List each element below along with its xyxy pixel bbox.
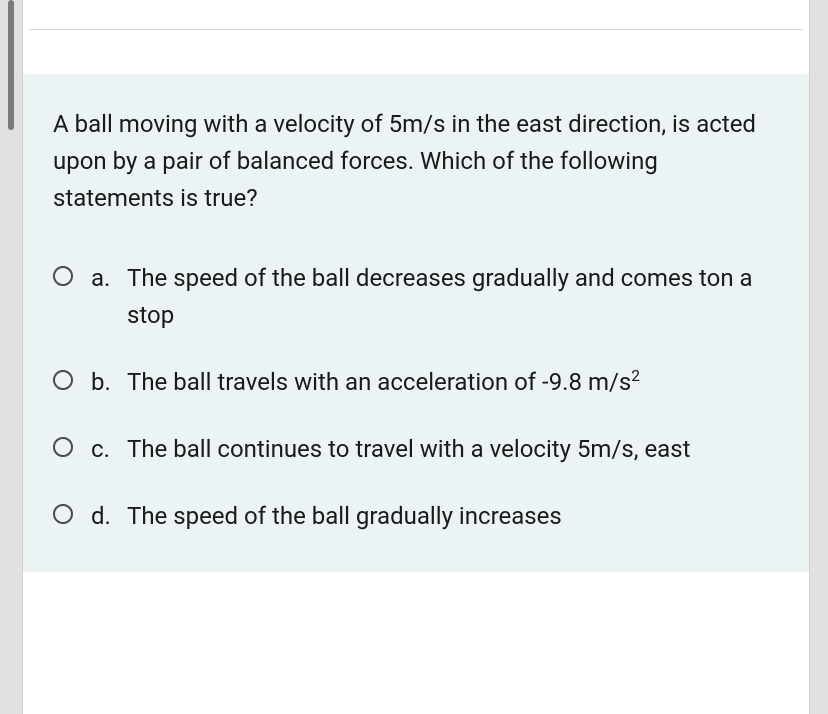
option-text: The ball continues to travel with a velo…: [127, 431, 779, 468]
scrollbar-thumb[interactable]: [8, 0, 14, 130]
radio-b[interactable]: [53, 370, 73, 390]
option-text: The speed of the ball decreases graduall…: [127, 260, 779, 334]
option-text: The speed of the ball gradually increase…: [127, 498, 779, 535]
option-text: The ball travels with an acceleration of…: [127, 364, 779, 401]
question-card: A ball moving with a velocity of 5m/s in…: [22, 0, 810, 714]
option-c[interactable]: c. The ball continues to travel with a v…: [53, 431, 779, 468]
radio-c[interactable]: [53, 437, 73, 457]
options-list: a. The speed of the ball decreases gradu…: [53, 260, 779, 536]
question-stem: A ball moving with a velocity of 5m/s in…: [53, 106, 779, 218]
previous-card-edge: [29, 0, 803, 30]
option-letter: d.: [91, 498, 127, 535]
option-d[interactable]: d. The speed of the ball gradually incre…: [53, 498, 779, 535]
option-letter: b.: [91, 364, 127, 401]
option-letter: a.: [91, 260, 127, 297]
option-b[interactable]: b. The ball travels with an acceleration…: [53, 364, 779, 401]
option-letter: c.: [91, 431, 127, 468]
radio-a[interactable]: [53, 266, 73, 286]
radio-d[interactable]: [53, 504, 73, 524]
option-a[interactable]: a. The speed of the ball decreases gradu…: [53, 260, 779, 334]
card-spacer: [23, 30, 809, 74]
question-block: A ball moving with a velocity of 5m/s in…: [23, 74, 809, 572]
